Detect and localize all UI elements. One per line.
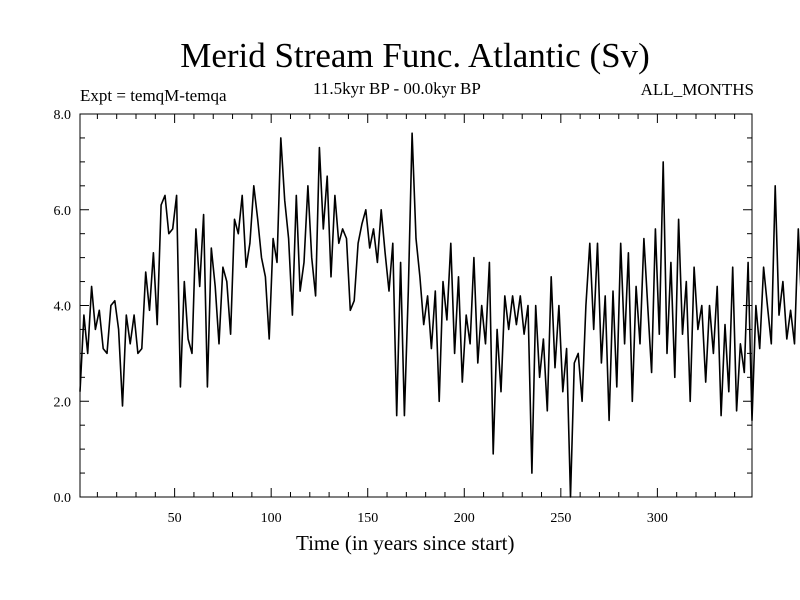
x-tick-label: 100: [261, 511, 282, 526]
y-tick-label: 6.0: [54, 204, 72, 219]
x-tick-label: 250: [550, 511, 571, 526]
y-tick-label: 2.0: [54, 395, 72, 410]
plot-frame: [79, 113, 753, 498]
period-label: 11.5kyr BP - 00.0kyr BP: [313, 79, 481, 98]
y-tick-label: 0.0: [54, 491, 72, 506]
x-tick-label: 50: [168, 511, 182, 526]
chart-title: Merid Stream Func. Atlantic (Sv): [180, 36, 650, 75]
x-tick-label: 300: [647, 511, 668, 526]
x-tick-label: 150: [357, 511, 378, 526]
x-tick-label: 200: [454, 511, 475, 526]
y-tick-label: 4.0: [54, 300, 72, 315]
experiment-label: Expt = temqM-temqa: [80, 86, 227, 105]
x-axis-label: Time (in years since start): [296, 531, 515, 555]
months-label: ALL_MONTHS: [640, 80, 754, 99]
series-line-0: [79, 132, 800, 498]
y-tick-label: 8.0: [54, 108, 72, 123]
